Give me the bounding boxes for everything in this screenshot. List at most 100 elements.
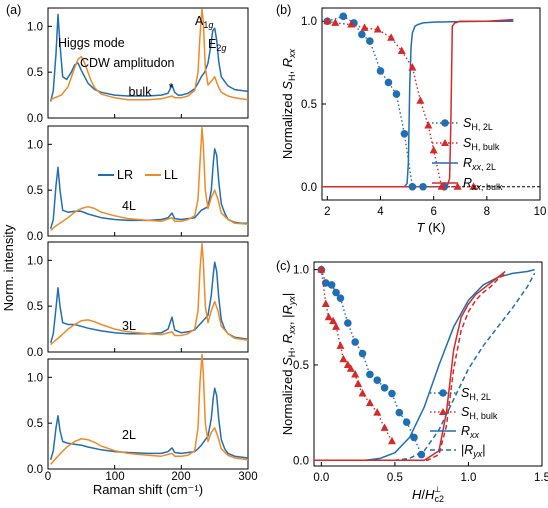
panel-a-xlabel: Raman shift (cm⁻¹) — [93, 482, 203, 497]
data-point-circle — [410, 433, 418, 442]
legend-rxx-bulk-label: Rxx, bulk — [463, 176, 503, 192]
data-point-circle — [408, 182, 417, 191]
series-dotted-line — [320, 269, 423, 455]
panel-a-ytick-label: 0.0 — [27, 347, 43, 359]
series-ll-line — [50, 353, 249, 465]
data-point-circle — [376, 67, 385, 75]
ytick-label: 0.5 — [301, 99, 317, 111]
panel-a-xtick-label: 0 — [45, 471, 51, 483]
legend-sh-2l-marker — [441, 119, 449, 127]
data-point-circle — [336, 294, 345, 303]
data-point-triangle — [347, 20, 356, 28]
panel-a-subplot-frame — [47, 125, 249, 237]
data-point-triangle — [329, 316, 338, 325]
series-lr-line — [49, 387, 249, 461]
panel-a-subplot-label: 3L — [122, 319, 136, 333]
ytick-label: 1.0 — [293, 265, 309, 277]
panel-a-subplot-4L: 0.0 0.5 1.0 4L — [27, 125, 249, 243]
data-point-triangle — [365, 398, 374, 407]
cdw-amplitudon-annotation: CDW amplitudon — [80, 56, 175, 70]
data-point-triangle — [429, 145, 438, 154]
panel-a-subplot-frame — [47, 7, 249, 119]
data-point-triangle — [387, 436, 396, 445]
panel-a-subplot-bulk: 0.0 0.5 1.0 bulk — [27, 7, 249, 125]
panel-a-subplot-2L: 0.0 0.5 1.0 2L — [27, 353, 249, 476]
legend-c-sh-2l-marker — [439, 389, 447, 397]
series-line — [322, 20, 514, 188]
series-lr-line — [49, 13, 249, 102]
series-dotted-line — [327, 20, 474, 188]
data-point-triangle — [453, 182, 462, 190]
panel-c: (c) 0.0 0.5 1.0 1.5 0.0 0.5 1.0 Normalized SH,… — [276, 259, 548, 504]
data-point-circle — [392, 90, 401, 98]
panel-a-subplot-3L: 0.0 0.5 1.0 3L — [27, 241, 249, 359]
xtick-label: 1.5 — [534, 472, 548, 484]
ytick-label: 1.0 — [301, 16, 317, 28]
data-point-circle — [339, 12, 348, 21]
panel-a-ytick-label: 0.5 — [27, 67, 43, 79]
panel-a-xtick-label: 100 — [105, 471, 124, 483]
legend-c-sh-bulk-marker — [439, 408, 447, 415]
panel-a-ytick-label: 1.0 — [27, 372, 43, 384]
series-lr-line — [49, 148, 248, 229]
series-ll-line — [50, 8, 249, 101]
legend-rxx-2l-label: Rxx, 2L — [463, 156, 496, 172]
ytick-label: 0.0 — [301, 182, 317, 194]
star-annotation: * — [169, 81, 174, 95]
data-point-triangle — [416, 96, 425, 104]
panel-a-ytick-label: 0.0 — [27, 231, 43, 243]
panel-a-ytick-label: 1.0 — [27, 255, 43, 267]
panel-c-ticks: 0.0 0.5 1.0 1.5 0.0 0.5 1.0 — [293, 265, 548, 484]
data-point-circle — [395, 408, 404, 417]
data-point-triangle — [380, 423, 389, 431]
data-point-triangle — [437, 182, 446, 190]
data-point-triangle — [317, 265, 326, 273]
data-point-triangle — [387, 33, 396, 41]
panel-a-ytick-label: 0.5 — [27, 301, 43, 313]
legend-lr-label: LR — [117, 168, 133, 182]
data-point-circle — [402, 418, 411, 426]
panel-b-ticks: 2 4 6 8 10 0.0 0.5 1.0 — [301, 16, 546, 218]
panel-a-ytick-label: 0.5 — [27, 185, 43, 197]
panel-c-legend: SH, 2L SH, bulk Rxx |Ryx| — [430, 386, 498, 459]
data-point-circle — [388, 389, 396, 398]
panel-c-xlabel: H/Hc2⊥ — [412, 485, 444, 504]
panel-c-label: (c) — [276, 259, 291, 273]
series-line — [314, 268, 535, 462]
panel-c-axes — [313, 261, 543, 467]
panel-a-ytick-label: 1.0 — [27, 139, 43, 151]
data-point-triangle — [397, 46, 406, 55]
panel-a-subplot-label: 2L — [122, 428, 136, 442]
data-point-circle — [321, 279, 330, 287]
data-point-triangle — [351, 369, 360, 378]
panel-a: (a) Norm. intensity Raman shift (cm⁻¹) 0… — [1, 3, 258, 497]
ytick-label: 0.5 — [293, 360, 309, 372]
panel-a-ylabel: Norm. intensity — [1, 224, 16, 311]
panel-a-ytick-label: 1.0 — [27, 21, 43, 33]
data-point-triangle — [469, 182, 478, 190]
legend-sh-bulk-label: SH, bulk — [463, 136, 500, 152]
higgs-mode-annotation: Higgs mode — [58, 36, 125, 50]
series-ll-line — [50, 243, 249, 346]
data-point-triangle — [339, 354, 348, 363]
series-line — [322, 18, 514, 188]
series-ll-line — [50, 127, 249, 232]
panel-a-xtick-label: 200 — [171, 471, 190, 483]
legend-sh-bulk-marker — [441, 139, 449, 146]
series-line — [314, 272, 506, 462]
panel-b-plot — [322, 12, 540, 191]
series-line — [314, 270, 506, 462]
data-point-circle — [344, 319, 352, 327]
panel-b-legend: SH, 2L SH, bulk Rxx, 2L Rxx, bulk — [432, 116, 503, 192]
data-point-triangle — [346, 364, 355, 372]
legend-c-ryx-label: |Ryx| — [461, 443, 486, 459]
data-point-circle — [332, 288, 340, 297]
data-point-circle — [366, 370, 374, 379]
panel-a-legend: LR LL — [98, 168, 178, 182]
legend-c-rxx-label: Rxx — [461, 424, 480, 440]
panel-a-subplot-frame — [47, 358, 249, 470]
data-point-triangle — [358, 389, 367, 397]
legend-c-sh-bulk-label: SH, bulk — [461, 405, 498, 421]
data-point-circle — [373, 376, 382, 385]
panel-c-plot — [314, 265, 536, 462]
